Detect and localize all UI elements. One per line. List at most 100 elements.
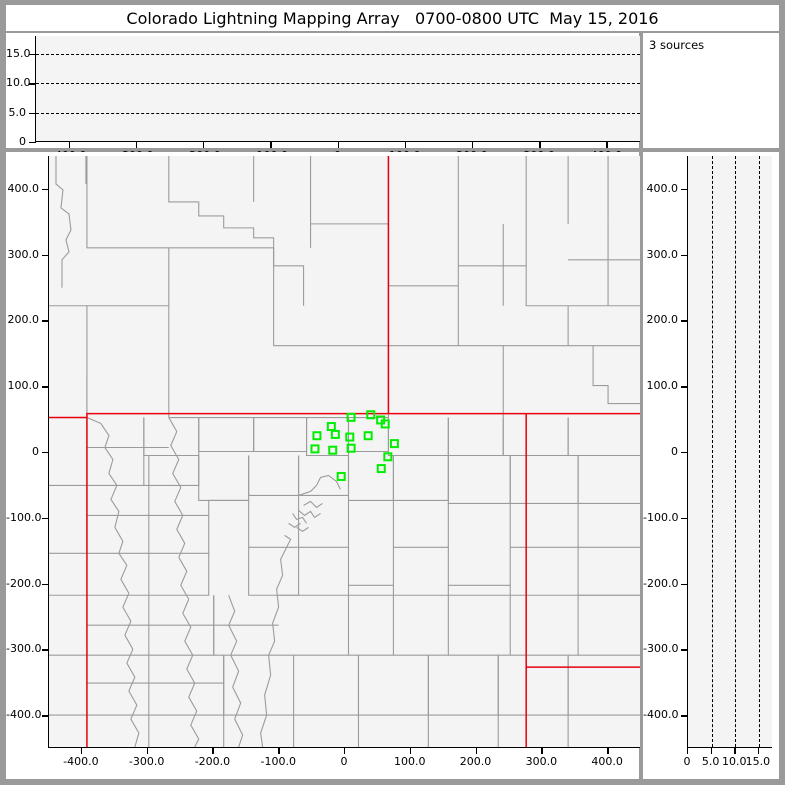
lightning-source-marker <box>329 447 336 454</box>
y-tick <box>681 255 688 256</box>
lightning-source-marker <box>332 431 339 438</box>
x-tick <box>476 748 477 754</box>
gridline <box>36 54 640 55</box>
y-tick-label: 0 <box>6 445 39 458</box>
x-tick <box>344 748 345 754</box>
x-tick <box>472 142 473 148</box>
x-tick-label: 100.0 <box>382 755 438 768</box>
y-tick-label: 5.0 <box>6 106 26 119</box>
y-tick <box>42 649 49 650</box>
source-count-label: 3 sources <box>649 38 704 52</box>
lightning-sources-layer <box>49 156 640 747</box>
x-tick <box>203 142 204 148</box>
y-tick-label: 15.0 <box>6 47 26 60</box>
y-tick <box>29 113 36 114</box>
gridline <box>735 156 736 747</box>
x-tick <box>405 142 406 148</box>
y-tick-label: 400.0 <box>6 182 39 195</box>
lightning-source-marker <box>346 434 353 441</box>
y-tick-label: -200.0 <box>643 577 678 590</box>
y-tick-label: 10.0 <box>6 76 26 89</box>
title-bar: Colorado Lightning Mapping Array 0700-08… <box>6 5 779 31</box>
y-tick-label: 0 <box>6 135 26 148</box>
page-title: Colorado Lightning Mapping Array 0700-08… <box>126 9 658 28</box>
y-tick <box>42 715 49 716</box>
x-tick <box>147 748 148 754</box>
x-tick-label: 0 <box>316 755 372 768</box>
y-tick-label: 100.0 <box>643 379 678 392</box>
gridline <box>712 156 713 747</box>
y-tick-label: 300.0 <box>6 248 39 261</box>
gridline <box>36 83 640 84</box>
y-tick <box>42 320 49 321</box>
y-tick <box>681 386 688 387</box>
x-tick <box>607 748 608 754</box>
x-tick <box>278 748 279 754</box>
lightning-mapping-figure: Colorado Lightning Mapping Array 0700-08… <box>0 0 785 785</box>
lightning-source-marker <box>348 414 355 421</box>
gridline <box>759 156 760 747</box>
lightning-source-marker <box>367 411 374 418</box>
y-tick <box>681 189 688 190</box>
lightning-source-marker <box>365 432 372 439</box>
x-tick <box>541 748 542 754</box>
source-count-panel: 3 sources <box>643 33 779 148</box>
x-tick-label: 400.0 <box>579 755 635 768</box>
lightning-source-marker <box>384 453 391 460</box>
x-tick-label: -400.0 <box>53 755 109 768</box>
y-tick <box>42 452 49 453</box>
y-tick-label: -400.0 <box>6 708 39 721</box>
lightning-source-marker <box>391 440 398 447</box>
x-tick <box>212 748 213 754</box>
x-tick-label: 15.0 <box>738 755 778 768</box>
lightning-source-marker <box>378 465 385 472</box>
x-tick <box>270 142 271 148</box>
x-tick <box>711 748 712 754</box>
y-tick <box>42 189 49 190</box>
x-tick-label: -100.0 <box>250 755 306 768</box>
y-tick-label: 200.0 <box>6 313 39 326</box>
y-tick-label: -100.0 <box>643 511 678 524</box>
lightning-source-marker <box>338 473 345 480</box>
gridline <box>36 113 640 114</box>
y-tick <box>681 715 688 716</box>
x-tick <box>758 748 759 754</box>
y-tick-label: 300.0 <box>643 248 678 261</box>
x-tick <box>69 142 70 148</box>
y-tick-label: 200.0 <box>643 313 678 326</box>
y-tick <box>42 584 49 585</box>
lightning-source-marker <box>311 445 318 452</box>
y-tick-label: 100.0 <box>6 379 39 392</box>
lightning-source-marker <box>328 423 335 430</box>
x-tick-label: 200.0 <box>448 755 504 768</box>
source-markers <box>311 411 397 480</box>
y-tick <box>681 452 688 453</box>
lightning-source-marker <box>348 445 355 452</box>
x-tick-label: 300.0 <box>513 755 569 768</box>
y-tick <box>42 518 49 519</box>
plan-view-map-axes <box>48 156 640 748</box>
y-tick-label: -300.0 <box>6 642 39 655</box>
y-tick-label: 400.0 <box>643 182 678 195</box>
y-tick <box>681 649 688 650</box>
y-tick <box>681 320 688 321</box>
time-altitude-panel: -400.0-300.0-200.0-100.00100.0200.0300.0… <box>6 33 639 148</box>
y-tick-label: -400.0 <box>643 708 678 721</box>
y-tick <box>681 584 688 585</box>
y-tick-label: -100.0 <box>6 511 39 524</box>
lightning-source-marker <box>313 432 320 439</box>
x-tick <box>81 748 82 754</box>
time-altitude-axes <box>35 36 640 142</box>
y-tick-label: 0 <box>643 445 678 458</box>
x-tick <box>687 748 688 754</box>
x-tick <box>338 142 339 148</box>
plan-view-map-panel: -400.0-300.0-200.0-100.00100.0200.0300.0… <box>6 152 639 779</box>
y-tick <box>42 386 49 387</box>
x-tick-label: -300.0 <box>119 755 175 768</box>
y-tick <box>681 518 688 519</box>
x-tick <box>136 142 137 148</box>
x-tick <box>539 142 540 148</box>
x-tick <box>410 748 411 754</box>
y-tick <box>42 255 49 256</box>
y-tick <box>29 142 36 143</box>
